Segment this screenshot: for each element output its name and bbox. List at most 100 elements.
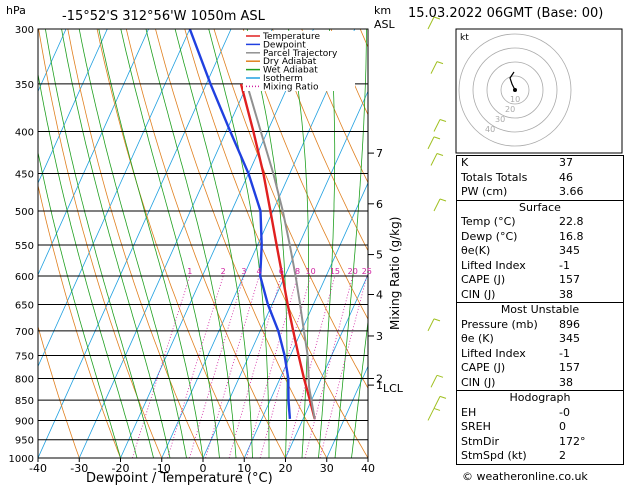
pressure-tick-label: 550	[15, 241, 34, 252]
index-row: K 37	[457, 156, 623, 171]
mixing-ratio-label: 4	[257, 267, 262, 276]
km-tick-label: 6	[376, 198, 383, 211]
legend-entry: Mixing Ratio	[263, 82, 319, 92]
index-value: 46	[559, 170, 573, 184]
isotherm-line	[38, 29, 232, 458]
wind-barb	[427, 136, 435, 150]
hodograph-row: EH -0	[457, 406, 623, 421]
mixing-ratio-line	[228, 275, 282, 458]
index-value: 37	[559, 156, 573, 169]
asl-label: ASL	[374, 18, 396, 31]
wind-barb	[430, 375, 438, 388]
surface-title: Surface	[519, 200, 561, 214]
wet-adiabat-line	[78, 29, 187, 458]
wet-adiabat-line	[98, 29, 204, 458]
location-title: -15°52'S 312°56'W 1050m ASL	[62, 9, 266, 24]
index-label: PW (cm)	[461, 185, 508, 198]
legend-entry: Wet Adiabat	[263, 66, 318, 76]
most-unstable-value: 157	[559, 361, 580, 374]
surface-label: CIN (J)	[461, 287, 496, 301]
legend-entry: Isotherm	[263, 74, 303, 84]
hodograph-ring	[458, 33, 572, 147]
x-tick-label: -40	[29, 462, 47, 475]
wind-barb	[427, 16, 435, 30]
wind-barb-flag	[433, 318, 441, 322]
hodograph-row: StmSpd (kt) 2	[457, 449, 623, 464]
most-unstable-row: CAPE (J) 157	[457, 361, 623, 376]
mixing-ratio-label: 25	[362, 267, 372, 276]
wet-adiabat-line	[246, 29, 288, 458]
x-tick-label: 20	[279, 462, 293, 475]
most-unstable-label: Lifted Index	[461, 346, 526, 360]
profile-dewpoint	[188, 29, 292, 419]
pressure-tick-label: 1000	[9, 454, 34, 465]
pressure-tick-label: 300	[15, 25, 34, 36]
datetime-label: 15.03.2022 06GMT (Base: 00)	[408, 6, 604, 21]
hodograph-frame	[455, 28, 623, 154]
pressure-tick-label: 700	[15, 327, 34, 338]
wind-barb	[427, 318, 435, 332]
footer-credit: © weatheronline.co.uk	[462, 470, 588, 483]
pressure-tick-label: 350	[15, 80, 34, 91]
wind-barb	[427, 408, 435, 421]
hodograph-title: Hodograph	[509, 391, 571, 404]
mixing-ratio-label: 8	[295, 267, 300, 276]
pressure-tick-label: 600	[15, 272, 34, 283]
wind-barb	[430, 61, 438, 74]
profile-parcel-trajectory	[245, 83, 316, 420]
hodograph-ring-label: 10	[510, 95, 520, 104]
hodograph-label: EH	[461, 405, 477, 419]
km-tick-label: 1	[376, 379, 383, 392]
hodograph-storm-marker	[513, 88, 517, 92]
mixing-ratio-label: 15	[330, 267, 340, 276]
isotherm-line	[78, 29, 273, 458]
pressure-tick-label: 500	[15, 207, 34, 218]
surface-value: 345	[559, 244, 580, 257]
x-tick-label: 0	[200, 462, 207, 475]
wind-barb-flag	[433, 16, 441, 20]
index-label: Totals Totals	[461, 170, 528, 184]
hodograph-label: StmSpd (kt)	[461, 449, 527, 462]
hodograph-ring	[500, 75, 530, 105]
most-unstable-label: θe (K)	[461, 332, 494, 345]
most-unstable-row: CIN (J) 38	[457, 376, 623, 391]
hodograph-row: StmDir 172°	[457, 435, 623, 450]
hodograph-trace	[509, 71, 516, 91]
x-tick-label: 10	[237, 462, 251, 475]
hodograph-ring	[486, 61, 544, 119]
index-value: 3.66	[559, 185, 584, 198]
mixing-ratio-axis-label: Mixing Ratio (g/kg)	[388, 217, 402, 330]
wet-adiabat-line	[45, 29, 154, 458]
isotherm-line	[161, 29, 356, 458]
mixing-ratio-label: 3	[241, 267, 246, 276]
hpa-label: hPa	[6, 4, 26, 17]
wind-barb	[430, 153, 438, 166]
x-tick-label: -10	[153, 462, 171, 475]
km-tick-label: 2	[376, 372, 383, 385]
pressure-tick-label: 850	[15, 396, 34, 407]
surface-row: CIN (J) 38	[457, 288, 623, 303]
wind-barb-flag	[439, 198, 447, 202]
dry-adiabat-line	[301, 29, 368, 184]
legend-entry: Dry Adiabat	[263, 57, 317, 67]
isotherm-line	[202, 90, 368, 458]
surface-label: θe(K)	[461, 244, 491, 257]
most-unstable-value: 38	[559, 375, 573, 389]
wet-adiabat-line	[351, 318, 368, 458]
wind-barb	[433, 119, 441, 132]
dry-adiabat-line	[38, 325, 80, 458]
wind-barb-flag	[433, 136, 441, 140]
most-unstable-row: Lifted Index -1	[457, 347, 623, 362]
hodograph-ring-label: 20	[505, 105, 515, 114]
hodograph-label: StmDir	[461, 434, 500, 448]
legend-entry: Temperature	[262, 32, 320, 42]
most-unstable-label: CIN (J)	[461, 375, 496, 389]
mixing-ratio-line	[189, 275, 245, 458]
index-row: Totals Totals 46	[457, 171, 623, 186]
most-unstable-row: θe (K) 345	[457, 332, 623, 347]
x-tick-label: -20	[112, 462, 130, 475]
surface-value: 38	[559, 287, 573, 301]
isotherm-line	[326, 365, 368, 458]
hodograph-label: SREH	[461, 420, 491, 433]
pressure-tick-label: 950	[15, 436, 34, 447]
